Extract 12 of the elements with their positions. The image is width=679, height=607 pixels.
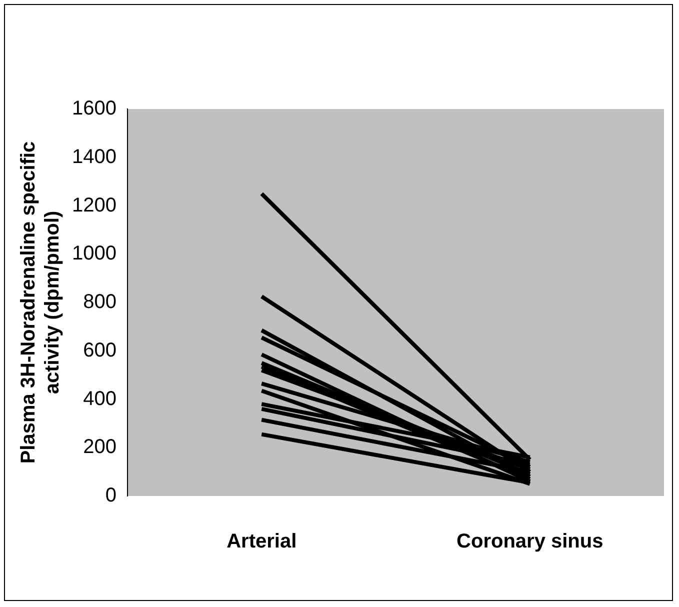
y-tick-label: 400 [83, 388, 116, 410]
y-tick-label: 1600 [72, 98, 116, 120]
y-tick-label: 1400 [72, 146, 116, 168]
x-tick-label: Arterial [226, 530, 297, 553]
y-tick-label: 1000 [72, 242, 116, 265]
x-tick-label: Coronary sinus [456, 530, 604, 553]
y-tick-label: 200 [83, 436, 116, 458]
y-tick-label: 1200 [72, 194, 116, 216]
y-axis-title: Plasma 3H-Noradrenaline specific activity (dpm/pmol) [18, 141, 64, 464]
y-tick-label: 800 [83, 291, 116, 314]
y-tick-label: 0 [105, 484, 116, 507]
y-tick-label: 600 [83, 339, 116, 362]
